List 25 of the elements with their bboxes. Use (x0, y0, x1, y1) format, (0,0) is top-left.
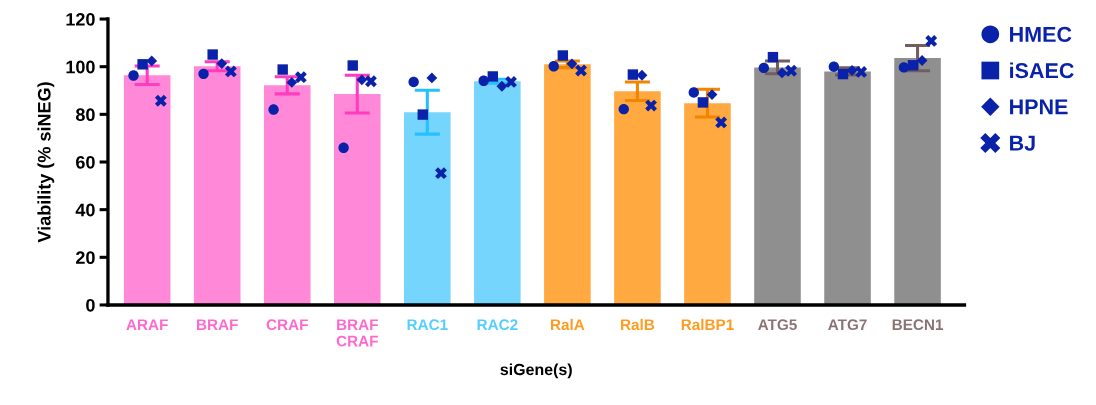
x-tick-label: RAC1 (407, 319, 448, 331)
y-tick-label: 0 (86, 298, 95, 312)
y-tick-label: 80 (75, 108, 95, 122)
x-tick-label: ATG7 (828, 319, 867, 331)
x-tick-label: RalB (621, 318, 655, 331)
legend-label: iSAEC (1010, 62, 1074, 79)
legend-label: HPNE (1010, 99, 1068, 115)
legend-label: BJ (1010, 135, 1035, 151)
x-tick-label: RalBP1 (681, 318, 734, 331)
y-axis-title: Viability (% siNEG) (37, 82, 55, 243)
y-tick-label: 100 (66, 60, 95, 74)
x-tick-label: BRAF (197, 319, 238, 330)
legend-label: HMEC (1010, 26, 1072, 43)
y-tick-label: 60 (76, 155, 95, 169)
x-tick-label: CRAF (266, 319, 308, 331)
x-tick-label: RAC2 (477, 319, 518, 331)
x-tick-label: BECN1 (892, 319, 944, 331)
x-tick-label: ARAF (126, 319, 168, 330)
y-tick-label: 40 (75, 203, 95, 217)
y-tick-label: 120 (66, 12, 95, 26)
x-tick-label: BRAF CRAF (336, 319, 378, 347)
x-tick-label: ATG5 (758, 319, 797, 331)
y-tick-label: 20 (76, 251, 95, 265)
x-tick-label: RalA (551, 318, 585, 331)
x-axis-title: siGene(s) (500, 363, 572, 379)
